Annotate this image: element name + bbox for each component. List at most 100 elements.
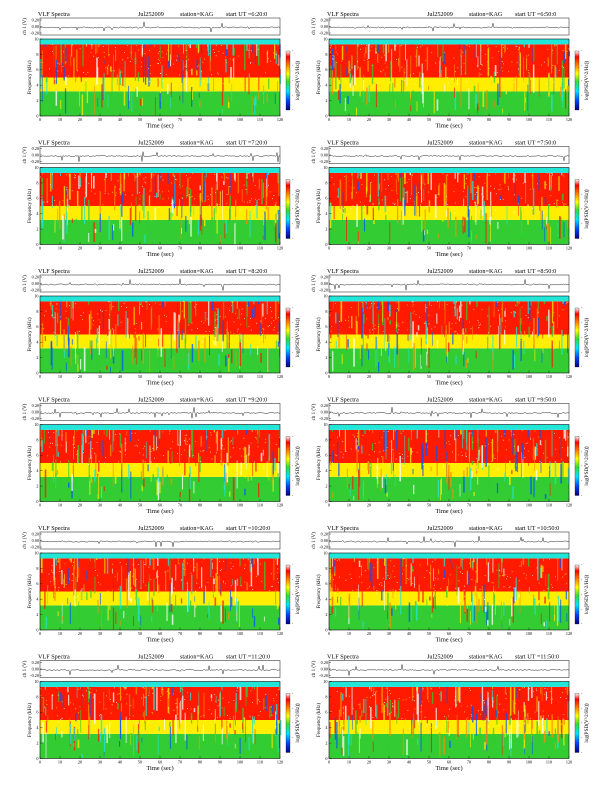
spectrogram-speckle xyxy=(243,463,245,464)
spectrogram-streak xyxy=(458,305,460,313)
spectrogram-speckle xyxy=(80,84,82,86)
spectrogram-streak xyxy=(459,301,460,303)
spectrogram-speckle xyxy=(362,435,364,436)
spectrogram-streak xyxy=(344,429,346,452)
x-tick-label: 80 xyxy=(198,503,202,508)
spectrogram-streak xyxy=(567,328,568,353)
spectrogram-speckle xyxy=(207,582,209,583)
spectrogram-streak xyxy=(335,584,337,591)
y-tick-label: 6 xyxy=(325,710,327,715)
spectrogram-streak xyxy=(376,558,379,579)
spectrogram-speckle xyxy=(430,688,432,690)
spectrogram-band xyxy=(329,591,569,606)
spectrogram-speckle xyxy=(335,337,337,339)
waveform-tick-label: -0.20 xyxy=(30,159,39,164)
spectrogram-speckle xyxy=(563,470,565,472)
x-tick-label: 60 xyxy=(447,117,451,122)
spectrogram-streak xyxy=(488,465,490,490)
spectrogram-speckle xyxy=(81,467,83,469)
spectrogram-streak xyxy=(263,686,265,693)
y-axis-label: Frequency (kHz) xyxy=(317,60,322,94)
spectrogram-streak xyxy=(185,44,187,52)
spectrogram-streak xyxy=(185,215,187,232)
spectrogram-streak xyxy=(456,565,458,596)
spectrogram-speckle xyxy=(361,184,363,185)
spectrogram-streak xyxy=(199,58,201,67)
spectrogram-speckle xyxy=(341,60,343,62)
spectrogram-streak xyxy=(78,601,80,620)
spectrogram-speckle xyxy=(47,201,49,203)
spectrogram-speckle xyxy=(203,58,205,60)
spectrogram-streak xyxy=(88,716,90,740)
waveform-tick-label: 0.00 xyxy=(32,24,39,29)
spectrogram-streak xyxy=(196,70,198,76)
spectrogram-streak xyxy=(496,301,498,308)
spectrogram-speckle xyxy=(333,58,334,60)
spectrogram-streak xyxy=(429,596,431,601)
x-tick-label: 0 xyxy=(39,246,41,251)
spectrogram-streak xyxy=(157,584,160,593)
spectrogram-streak xyxy=(62,215,64,240)
spectrogram-streak xyxy=(123,172,125,192)
spectrogram-speckle xyxy=(54,594,55,596)
spectrogram-speckle xyxy=(117,588,119,590)
spectrogram-speckle xyxy=(163,207,165,209)
x-tick-label: 10 xyxy=(58,631,62,636)
spectrogram-streak xyxy=(540,458,542,473)
spectrogram-speckle xyxy=(396,582,398,583)
y-tick-label: 8 xyxy=(325,694,327,699)
spectrogram-streak xyxy=(338,429,341,431)
spectrogram-streak xyxy=(475,191,477,200)
spectrogram-speckle xyxy=(378,202,380,204)
spectrogram-streak xyxy=(113,224,115,231)
spectrogram-speckle xyxy=(126,337,128,339)
spectrogram-streak xyxy=(344,97,346,112)
spectrogram-streak xyxy=(108,301,110,303)
x-tick-label: 60 xyxy=(447,760,451,765)
spectrogram-streak xyxy=(549,172,551,191)
spectrogram-streak xyxy=(199,100,201,108)
spectrogram-speckle xyxy=(514,304,516,306)
spectrogram-streak xyxy=(532,172,534,190)
spectrogram-speckle xyxy=(507,187,509,189)
spectrogram-speckle xyxy=(461,454,463,456)
spectrogram-streak xyxy=(173,184,176,209)
spectrogram-streak xyxy=(88,232,90,243)
spectrogram-streak xyxy=(415,49,418,67)
spectrogram-streak xyxy=(200,69,202,81)
spectrogram-streak xyxy=(353,558,356,562)
spectrogram-streak xyxy=(42,722,44,743)
spectrogram-speckle xyxy=(426,328,428,330)
colorbar xyxy=(574,564,580,625)
spectrogram-speckle xyxy=(243,184,245,186)
spectrogram-speckle xyxy=(469,690,471,691)
spectrogram-speckle xyxy=(464,723,466,725)
spectrogram-speckle xyxy=(232,59,234,61)
spectrogram-speckle xyxy=(183,560,185,562)
x-tick-label: 120 xyxy=(277,117,283,122)
spectrogram-streak xyxy=(230,66,232,79)
spectrogram-speckle xyxy=(178,45,180,47)
panel-title: VLF Spectra xyxy=(38,397,70,404)
spectrogram-streak xyxy=(508,172,509,179)
spectrogram-speckle xyxy=(451,451,453,453)
spectrogram-streak xyxy=(236,578,239,586)
x-tick-label: 90 xyxy=(218,117,222,122)
spectrogram-streak xyxy=(121,44,123,45)
spectrogram-speckle xyxy=(134,595,136,597)
spectrogram-streak xyxy=(171,451,173,463)
spectrogram-streak xyxy=(139,558,141,562)
spectrogram-streak xyxy=(119,740,121,747)
spectrogram-speckle xyxy=(479,714,481,715)
spectrogram-speckle xyxy=(235,313,237,314)
spectrogram-speckle xyxy=(391,189,393,191)
spectrogram-speckle xyxy=(522,182,524,184)
x-tick-label: 90 xyxy=(218,503,222,508)
spectrogram-streak xyxy=(125,578,128,591)
spectrogram-streak xyxy=(355,107,357,116)
spectrogram-streak xyxy=(523,56,524,82)
spectrogram-streak xyxy=(46,178,48,203)
spectrogram-streak xyxy=(473,85,476,112)
spectrogram-streak xyxy=(82,429,84,446)
spectrogram-band xyxy=(40,424,280,430)
